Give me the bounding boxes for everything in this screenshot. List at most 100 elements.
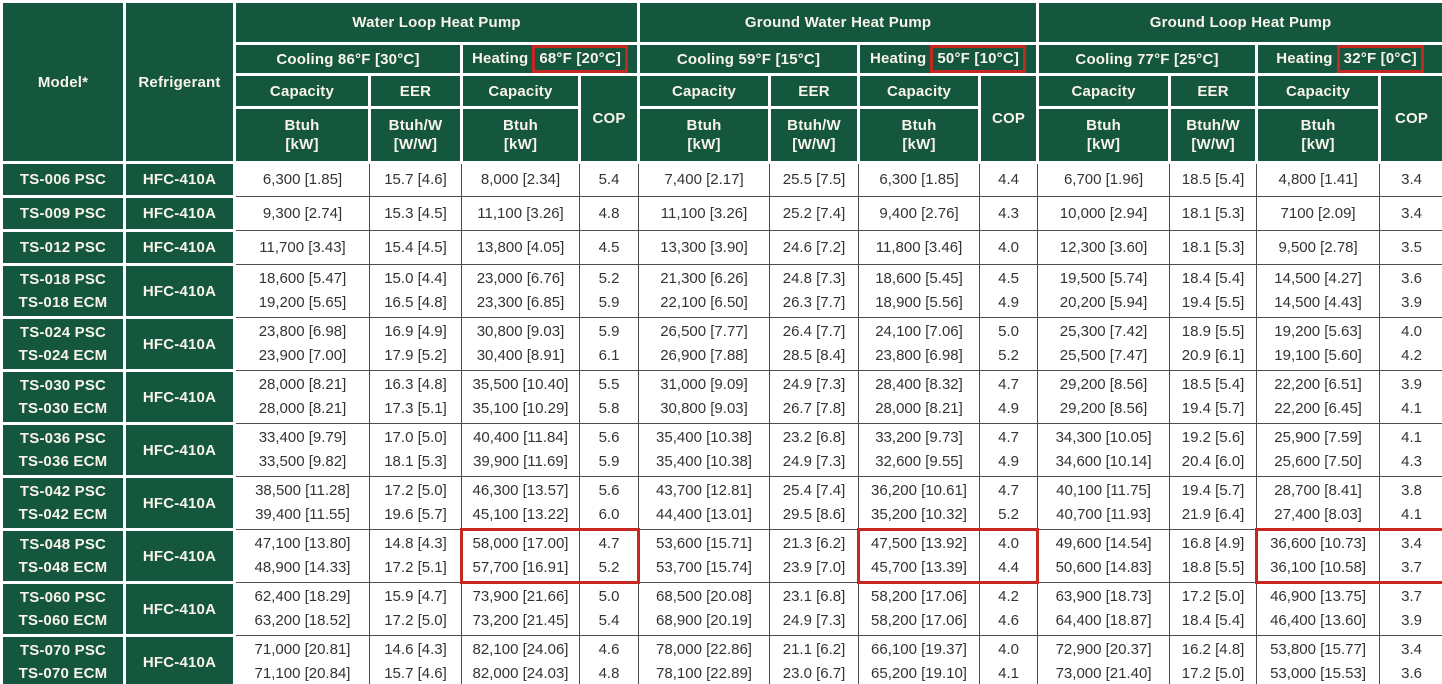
cooling-capacity-cell: 7,400 [2.17] <box>638 162 771 197</box>
table-header: Model* Refrigerant Water Loop Heat Pump … <box>0 0 1442 164</box>
cop-cell: 3.5 <box>1379 230 1442 265</box>
model-cell: TS-030 PSC TS-030 ECM <box>0 369 126 425</box>
cooling-capacity-cell: 28,000 [8.21] 28,000 [8.21] <box>234 370 370 424</box>
cooling-capacity-cell: 47,100 [13.80] 48,900 [14.33] <box>234 529 370 583</box>
cooling-capacity-cell: 31,000 [9.09] 30,800 [9.03] <box>638 370 771 424</box>
eer-cell: 14.8 [4.3] 17.2 [5.1] <box>369 529 462 583</box>
cooling-capacity-cell: 29,200 [8.56] 29,200 [8.56] <box>1037 370 1171 424</box>
cooling-capacity-cell: 12,300 [3.60] <box>1037 230 1171 265</box>
cop-cell: 3.6 3.9 <box>1379 264 1442 318</box>
capacity-header: Capacity <box>460 73 581 109</box>
heating-condition-header: Heating 32°F [0°C] <box>1255 42 1442 76</box>
refrigerant-cell: HFC-410A <box>123 634 236 684</box>
heating-capacity-cell: 24,100 [7.06] 23,800 [6.98] <box>858 317 981 371</box>
eer-cell: 26.4 [7.7] 28.5 [8.4] <box>769 317 860 371</box>
cop-cell: 4.7 5.2 <box>979 476 1039 530</box>
cop-cell: 4.4 <box>979 162 1039 197</box>
eer-cell: 25.4 [7.4] 29.5 [8.6] <box>769 476 860 530</box>
heating-capacity-cell: 35,500 [10.40] 35,100 [10.29] <box>461 370 580 424</box>
cop-header: COP <box>978 73 1040 164</box>
cop-cell: 4.5 <box>578 230 640 265</box>
cop-cell: 4.0 4.2 <box>1379 317 1442 371</box>
cooling-capacity-cell: 11,700 [3.43] <box>234 230 370 265</box>
cooling-capacity-cell: 19,500 [5.74] 20,200 [5.94] <box>1037 264 1171 318</box>
table-row: TS-030 PSC TS-030 ECM HFC-410A 28,000 [8.2… <box>0 369 1442 425</box>
cooling-capacity-cell: 34,300 [10.05] 34,600 [10.14] <box>1037 423 1171 477</box>
cop-cell: 3.4 3.7 <box>1379 529 1442 583</box>
refrigerant-column-header: Refrigerant <box>123 0 236 164</box>
eer-cell: 17.2 [5.0] 19.6 [5.7] <box>369 476 462 530</box>
refrigerant-cell: HFC-410A <box>123 316 236 372</box>
eer-cell: 18.1 [5.3] <box>1169 196 1258 231</box>
eer-cell: 21.3 [6.2] 23.9 [7.0] <box>769 529 860 583</box>
cooling-condition-header: Cooling 59°F [15°C] <box>637 42 861 76</box>
capacity-units-header: Btuh [kW] <box>857 106 982 164</box>
eer-cell: 19.4 [5.7] 21.9 [6.4] <box>1169 476 1258 530</box>
eer-header: EER <box>768 73 861 109</box>
capacity-units-header: Btuh [kW] <box>460 106 581 164</box>
cooling-capacity-cell: 10,000 [2.94] <box>1037 196 1171 231</box>
cooling-capacity-cell: 72,900 [20.37] 73,000 [21.40] <box>1037 635 1171 684</box>
capacity-header: Capacity <box>1036 73 1172 109</box>
cooling-capacity-cell: 43,700 [12.81] 44,400 [13.01] <box>638 476 771 530</box>
cop-cell: 3.4 <box>1379 162 1442 197</box>
cooling-capacity-cell: 11,100 [3.26] <box>638 196 771 231</box>
heating-temp-highlight-box: 32°F [0°C] <box>1336 46 1424 72</box>
cooling-capacity-cell: 33,400 [9.79] 33,500 [9.82] <box>234 423 370 477</box>
table-row: TS-048 PSC TS-048 ECM HFC-410A 47,100 [13.… <box>0 528 1442 585</box>
cop-cell: 4.0 <box>979 230 1039 265</box>
cop-cell: 4.7 5.2 <box>578 529 640 583</box>
refrigerant-cell: HFC-410A <box>123 369 236 425</box>
eer-cell: 18.9 [5.5] 20.9 [6.1] <box>1169 317 1258 371</box>
heating-capacity-cell: 11,100 [3.26] <box>461 196 580 231</box>
cop-cell: 5.0 5.2 <box>979 317 1039 371</box>
eer-cell: 18.5 [5.4] <box>1169 162 1258 197</box>
cop-cell: 5.6 5.9 <box>578 423 640 477</box>
cop-cell: 3.4 <box>1379 196 1442 231</box>
cooling-capacity-cell: 25,300 [7.42] 25,500 [7.47] <box>1037 317 1171 371</box>
cop-cell: 4.3 <box>979 196 1039 231</box>
capacity-units-header: Btuh [kW] <box>637 106 772 164</box>
refrigerant-cell: HFC-410A <box>123 229 236 266</box>
heating-capacity-cell: 46,900 [13.75] 46,400 [13.60] <box>1256 582 1381 636</box>
heating-capacity-cell: 23,000 [6.76] 23,300 [6.85] <box>461 264 580 318</box>
heating-capacity-cell: 18,600 [5.45] 18,900 [5.56] <box>858 264 981 318</box>
cop-cell: 5.6 6.0 <box>578 476 640 530</box>
cop-cell: 5.5 5.8 <box>578 370 640 424</box>
cop-cell: 5.4 <box>578 162 640 197</box>
cop-cell: 3.4 3.6 <box>1379 635 1442 684</box>
heating-capacity-cell: 66,100 [19.37] 65,200 [19.10] <box>858 635 981 684</box>
eer-header: EER <box>368 73 463 109</box>
model-cell: TS-006 PSC <box>0 161 126 198</box>
heating-label: Heating <box>1276 50 1333 67</box>
cop-cell: 3.8 4.1 <box>1379 476 1442 530</box>
heating-capacity-cell: 82,100 [24.06] 82,000 [24.03] <box>461 635 580 684</box>
cooling-capacity-cell: 23,800 [6.98] 23,900 [7.00] <box>234 317 370 371</box>
cop-cell: 4.7 4.9 <box>979 423 1039 477</box>
cooling-capacity-cell: 62,400 [18.29] 63,200 [18.52] <box>234 582 370 636</box>
cooling-capacity-cell: 35,400 [10.38] 35,400 [10.38] <box>638 423 771 477</box>
heating-capacity-cell: 53,800 [15.77] 53,000 [15.53] <box>1256 635 1381 684</box>
group-header-ground-water: Ground Water Heat Pump <box>637 0 1040 45</box>
capacity-header: Capacity <box>233 73 371 109</box>
heating-capacity-cell: 11,800 [3.46] <box>858 230 981 265</box>
eer-cell: 15.7 [4.6] <box>369 162 462 197</box>
eer-cell: 16.9 [4.9] 17.9 [5.2] <box>369 317 462 371</box>
eer-cell: 23.2 [6.8] 24.9 [7.3] <box>769 423 860 477</box>
cop-cell: 4.0 4.1 <box>979 635 1039 684</box>
table-row: TS-018 PSC TS-018 ECM HFC-410A 18,600 [5.4… <box>0 263 1442 319</box>
heating-capacity-cell: 13,800 [4.05] <box>461 230 580 265</box>
heating-capacity-cell: 36,200 [10.61] 35,200 [10.32] <box>858 476 981 530</box>
eer-cell: 16.3 [4.8] 17.3 [5.1] <box>369 370 462 424</box>
eer-cell: 17.0 [5.0] 18.1 [5.3] <box>369 423 462 477</box>
eer-cell: 18.4 [5.4] 19.4 [5.5] <box>1169 264 1258 318</box>
cooling-capacity-cell: 13,300 [3.90] <box>638 230 771 265</box>
cop-cell: 5.0 5.4 <box>578 582 640 636</box>
capacity-units-header: Btuh [kW] <box>1255 106 1382 164</box>
heating-capacity-cell: 25,900 [7.59] 25,600 [7.50] <box>1256 423 1381 477</box>
cooling-capacity-cell: 53,600 [15.71] 53,700 [15.74] <box>638 529 771 583</box>
cooling-capacity-cell: 18,600 [5.47] 19,200 [5.65] <box>234 264 370 318</box>
heating-capacity-cell: 14,500 [4.27] 14,500 [4.43] <box>1256 264 1381 318</box>
cop-cell: 5.9 6.1 <box>578 317 640 371</box>
